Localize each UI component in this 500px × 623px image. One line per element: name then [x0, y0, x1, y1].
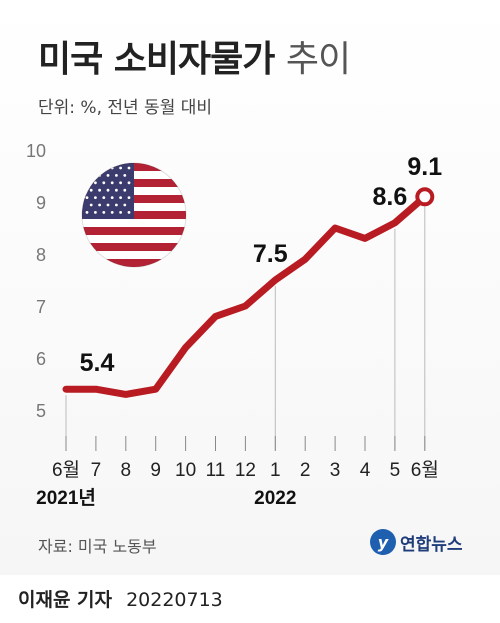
y-tick-label: 10 — [26, 141, 46, 161]
chart-card — [0, 0, 500, 575]
us-flag-icon — [81, 162, 187, 268]
yonhap-logo-icon: y — [370, 529, 396, 555]
data-label: 7.5 — [253, 240, 288, 268]
publish-date: 20220713 — [126, 589, 223, 611]
data-labels: 5.4 7.5 8.69.1 — [80, 153, 443, 377]
y-tick-label: 5 — [36, 401, 46, 421]
title-main: 미국 소비자물가 — [38, 39, 275, 80]
byline: 이재윤 기자 20220713 — [18, 585, 223, 612]
y-tick-label: 8 — [36, 245, 46, 265]
flag-body — [82, 163, 186, 267]
cpi-series — [62, 187, 435, 398]
data-label: 5.4 — [80, 349, 115, 377]
data-label: 8.6 — [373, 183, 408, 211]
endpoint-marker — [415, 187, 435, 207]
year-label: 2021년 — [36, 487, 96, 509]
author-name: 이재윤 기자 — [18, 589, 113, 611]
x-tick-label: 4 — [360, 460, 371, 481]
point-guide-lines — [65, 202, 426, 450]
data-label: 9.1 — [407, 153, 442, 181]
x-tick-label: 3 — [330, 460, 341, 481]
chart-subtitle: 단위: %, 전년 동월 대비 — [38, 98, 213, 118]
x-tick-label: 6월 — [52, 459, 80, 481]
y-tick-label: 9 — [36, 193, 46, 213]
year-label: 2022 — [254, 488, 296, 509]
x-tick-label: 1 — [270, 460, 281, 481]
x-tick-label: 5 — [390, 460, 401, 481]
x-tick-label: 8 — [121, 460, 132, 481]
yonhap-logo: y 연합뉴스 — [370, 527, 463, 557]
logo-text: 연합뉴스 — [400, 534, 463, 555]
y-tick-label: 6 — [36, 349, 46, 369]
chart-title: 미국 소비자물가 추이 — [38, 30, 351, 82]
x-tick-label: 2 — [300, 460, 311, 481]
x-tick-label: 12 — [235, 460, 256, 481]
flag-outline — [81, 162, 187, 268]
cpi-line — [62, 193, 429, 398]
source-note: 자료: 미국 노동부 — [38, 537, 157, 556]
x-tick-label: 7 — [91, 460, 102, 481]
x-tick-label: 9 — [150, 460, 161, 481]
x-tick-label: 6월 — [411, 459, 439, 481]
x-tick-label: 11 — [206, 460, 226, 481]
y-axis: 10 9 8 7 6 5 — [26, 141, 46, 421]
title-light: 추이 — [285, 39, 351, 80]
y-tick-label: 7 — [36, 297, 46, 317]
x-tick-label: 10 — [175, 460, 196, 481]
